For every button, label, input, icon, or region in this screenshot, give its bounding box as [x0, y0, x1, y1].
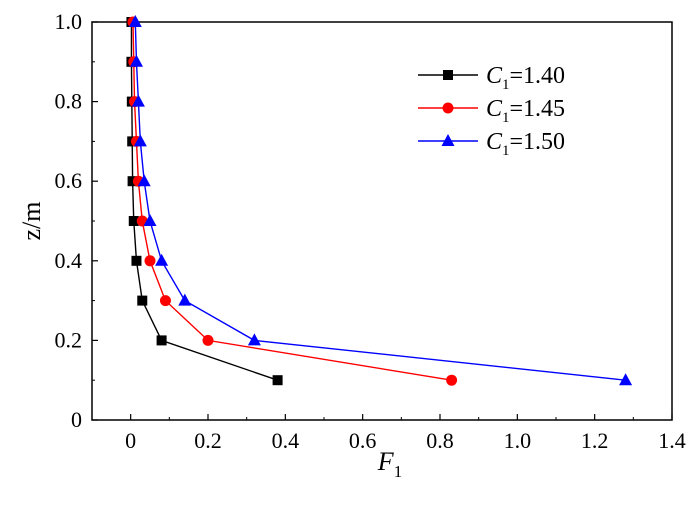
- marker-triangle: [128, 15, 142, 27]
- x-tick-label: 1.4: [658, 428, 686, 453]
- y-tick-label: 0.8: [55, 89, 83, 114]
- x-tick-label: 1.2: [581, 428, 609, 453]
- y-axis: 0 0.2 0.4 0.6 0.8 1.0: [55, 9, 98, 432]
- marker-circle: [159, 295, 171, 307]
- legend-label-subscript: 1: [502, 143, 510, 159]
- x-tick-label: 0: [125, 428, 136, 453]
- series-line: [134, 21, 626, 381]
- marker-circle: [442, 102, 454, 114]
- plot-area: [91, 21, 673, 421]
- x-axis-title: F1: [377, 447, 402, 481]
- marker-square: [272, 375, 283, 386]
- x-tick-label: 0.2: [194, 428, 222, 453]
- marker-square: [137, 295, 148, 306]
- series-line: [132, 21, 452, 381]
- legend-label-subscript: 1: [502, 77, 510, 93]
- legend-label-value: =1.40: [510, 63, 566, 89]
- y-tick-label: 0.6: [55, 168, 83, 193]
- marker-triangle: [143, 214, 157, 226]
- marker-triangle: [178, 293, 192, 306]
- series-line: [130, 22, 278, 381]
- plot-frame: [91, 21, 673, 421]
- marker-square: [156, 335, 167, 346]
- marker-triangle: [155, 253, 169, 266]
- legend-label: C1=1.40: [486, 63, 565, 93]
- marker-square: [443, 70, 453, 80]
- legend-label-main: C: [486, 96, 503, 122]
- marker-circle: [446, 374, 458, 386]
- marker-circle: [144, 255, 156, 267]
- marker-triangle: [129, 54, 143, 67]
- legend-label-subscript: 1: [502, 110, 510, 126]
- marker-square: [131, 255, 142, 266]
- legend-item: C1=1.50: [418, 129, 565, 159]
- marker-triangle: [619, 373, 633, 386]
- legend-label: C1=1.50: [486, 129, 565, 159]
- x-tick-label: 0.8: [426, 428, 454, 453]
- x-tick-label: 0.6: [349, 428, 377, 453]
- marker-triangle: [131, 94, 145, 107]
- legend-item: C1=1.40: [418, 63, 565, 93]
- y-tick-label: 0.4: [55, 248, 83, 273]
- y-tick-label: 0.2: [55, 327, 83, 352]
- legend-item: C1=1.45: [418, 96, 565, 126]
- y-tick-label: 0: [71, 407, 82, 432]
- legend-label-value: =1.50: [510, 129, 566, 155]
- x-axis-title-main: F: [377, 447, 395, 476]
- x-tick-label: 1.0: [504, 428, 532, 453]
- marker-triangle: [133, 134, 147, 147]
- series-layer: [126, 15, 633, 386]
- legend-label-main: C: [486, 129, 503, 155]
- x-tick-label: 0.4: [272, 428, 300, 453]
- marker-square: [127, 176, 138, 187]
- marker-triangle: [441, 134, 455, 146]
- y-axis-title: z/m: [17, 202, 46, 241]
- legend-label-value: =1.45: [510, 96, 566, 122]
- y-tick-label: 1.0: [55, 9, 83, 34]
- marker-square: [128, 216, 139, 226]
- marker-circle: [202, 334, 214, 346]
- series-circle: [127, 16, 458, 386]
- series-triangle: [128, 15, 633, 386]
- marker-triangle: [247, 333, 261, 346]
- marker-triangle: [137, 174, 151, 187]
- series-square: [126, 17, 283, 386]
- legend-label: C1=1.45: [486, 96, 565, 126]
- legend-label-main: C: [486, 63, 503, 89]
- x-axis-title-subscript: 1: [394, 462, 403, 481]
- x-axis: 0 0.2 0.4 0.6 0.8 1.0 1.2 1.4: [125, 414, 686, 453]
